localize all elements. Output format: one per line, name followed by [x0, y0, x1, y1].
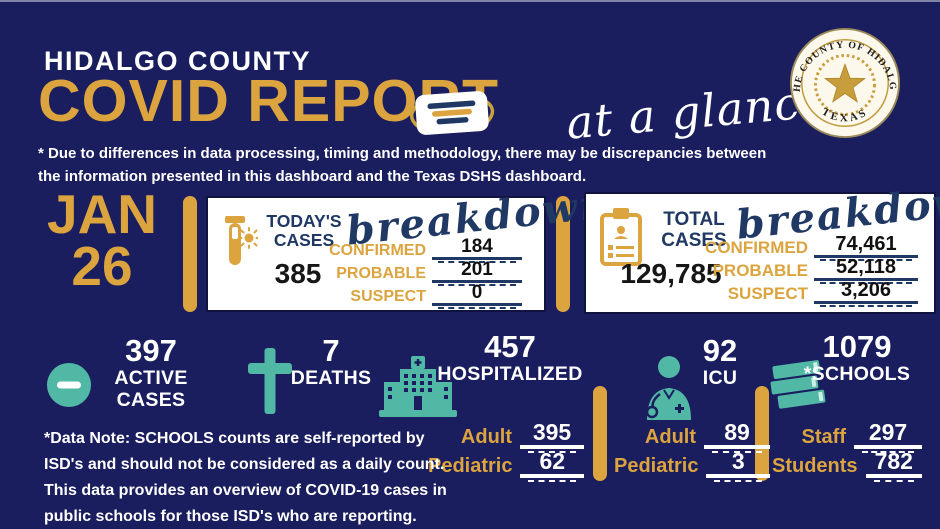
hospitalized-pediatric-row: Pediatric 62	[428, 449, 584, 483]
deaths-value: 7	[322, 333, 340, 368]
total-cases-total: 129,785	[620, 258, 722, 289]
deaths-stat: 7 DEATHS	[282, 333, 380, 390]
disclaimer-line2: the information presented in this dashbo…	[38, 168, 587, 186]
books-stack-icon	[770, 360, 826, 409]
breakdown-row: SUSPECT 0	[324, 283, 536, 309]
hospitalized-adult-row: Adult 395	[428, 420, 584, 454]
todays-breakdown-rows: CONFIRMED 184 PROBABLE 201 SUSPECT 0	[324, 237, 536, 309]
face-mask-icon	[409, 91, 495, 135]
data-note-line: *Data Note: SCHOOLS counts are self-repo…	[44, 430, 425, 447]
breakdown-row: PROBABLE 52,118	[700, 257, 926, 284]
hospitalized-value: 457	[484, 329, 536, 364]
memorial-cross-icon	[248, 348, 292, 414]
active-cases-value: 397	[125, 333, 177, 368]
divider-bar	[556, 196, 570, 312]
icu-adult-row: Adult 89	[614, 420, 770, 454]
date-day: 26	[71, 235, 133, 298]
county-seal: THE COUNTY OF HIDALGO TEXAS	[788, 26, 901, 139]
schools-students-row: Students 782	[772, 449, 922, 483]
breakdown-row: PROBABLE 201	[324, 260, 536, 286]
doctor-icon	[645, 356, 691, 420]
schools-label: *SCHOOLS	[803, 363, 911, 386]
report-date: JAN 26	[26, 183, 178, 298]
schools-stat: 1079 *SCHOOLS	[796, 329, 918, 386]
top-edge-line	[0, 0, 940, 2]
disclaimer-line1: * Due to differences in data processing,…	[38, 145, 767, 162]
data-note-line: public schools for those ISD's who are r…	[44, 507, 417, 525]
minus-circle-icon	[47, 363, 91, 407]
hospitalized-label: HOSPITALIZED	[437, 363, 583, 386]
icu-value: 92	[702, 333, 738, 368]
total-cases-card: TOTAL CASES 129,785 breakdown CONFIRMED …	[584, 174, 940, 314]
clipboard-icon	[600, 208, 642, 266]
icu-pediatric-row: Pediatric 3	[614, 449, 770, 483]
date-month: JAN	[46, 183, 158, 245]
active-cases-stat: 397 ACTIVE CASES	[82, 333, 220, 411]
deaths-label: DEATHS	[290, 367, 372, 390]
todays-cases-card: TODAY'S CASES 385 breakdown CONFIRMED 18…	[206, 180, 612, 312]
schools-staff-row: Staff 297	[772, 420, 922, 454]
data-note-line: This data provides an overview of COVID-…	[44, 481, 447, 499]
test-tube-icon	[225, 216, 258, 265]
data-note-line: ISD's and should not be considered as a …	[44, 455, 445, 473]
icu-stat: 92 ICU	[678, 333, 762, 390]
active-cases-label: ACTIVE CASES	[114, 367, 188, 411]
breakdown-row: CONFIRMED 74,461	[700, 234, 926, 261]
todays-cases-label: TODAY'S CASES	[266, 211, 342, 250]
breakdown-row: CONFIRMED 184	[324, 237, 536, 263]
divider-bar	[755, 386, 769, 481]
schools-breakdown: Staff 297 Students 782	[772, 420, 922, 483]
divider-bar	[593, 386, 607, 481]
hospitalized-stat: 457 HOSPITALIZED	[425, 329, 595, 386]
data-note: *Data Note: SCHOOLS counts are self-repo…	[44, 426, 454, 529]
schools-value: 1079	[822, 329, 892, 364]
total-cases-label: TOTAL CASES	[661, 209, 727, 251]
icu-breakdown: Adult 89 Pediatric 3	[614, 420, 770, 483]
breakdown-row: SUSPECT 3,206	[700, 280, 926, 307]
divider-bar	[183, 196, 197, 312]
hospitalized-breakdown: Adult 395 Pediatric 62	[428, 420, 584, 483]
county-name: HIDALGO COUNTY	[44, 46, 311, 76]
total-breakdown-rows: CONFIRMED 74,461 PROBABLE 52,118 SUSPECT…	[700, 234, 926, 307]
disclaimer: * Due to differences in data processing,…	[38, 142, 766, 189]
todays-cases-total: 385	[274, 258, 322, 289]
hospital-icon	[379, 356, 457, 417]
icu-label: ICU	[702, 367, 738, 390]
